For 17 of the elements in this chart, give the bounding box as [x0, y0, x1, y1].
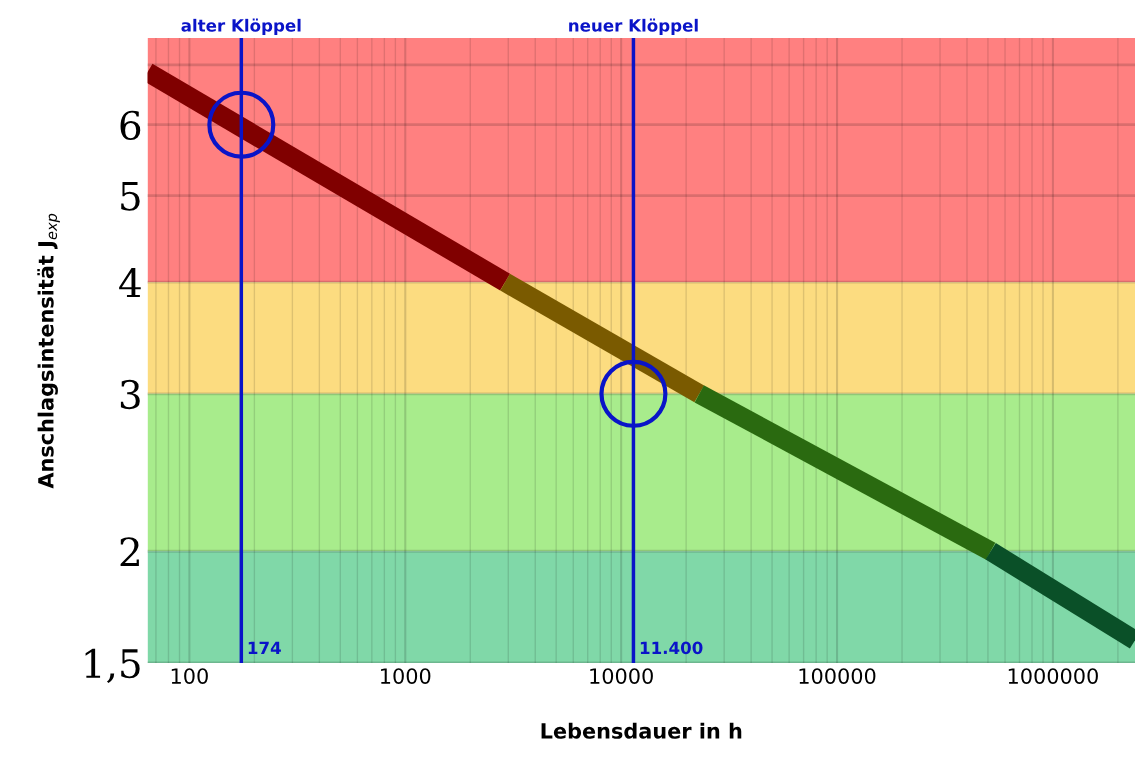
ref-line-label: neuer Klöppel [569, 18, 698, 35]
x-tick-label: 100 [171, 668, 208, 684]
x-tick-label: 100000 [799, 668, 876, 684]
y-tick-label: 6 [120, 110, 141, 141]
y-tick-label: 1,5 [85, 648, 140, 684]
y-tick-label: 5 [121, 181, 140, 211]
y-tick-label: 4 [119, 268, 141, 297]
y-tick-label: 3 [120, 379, 140, 410]
x-tick-label: 1000 [381, 668, 431, 684]
x-tick-label: 10000 [590, 668, 653, 684]
annotation: 11.400 [640, 641, 703, 655]
y-axis-title: Anschlagsintensität J$_{exp}$ [37, 213, 60, 489]
y-tick-label: 2 [120, 537, 139, 567]
annotation: 174 [248, 641, 281, 654]
x-tick-label: 1000000 [1008, 668, 1098, 684]
ref-line-label: alter Klöppel [181, 18, 301, 35]
x-axis-title: Lebensdauer in h [541, 722, 742, 739]
